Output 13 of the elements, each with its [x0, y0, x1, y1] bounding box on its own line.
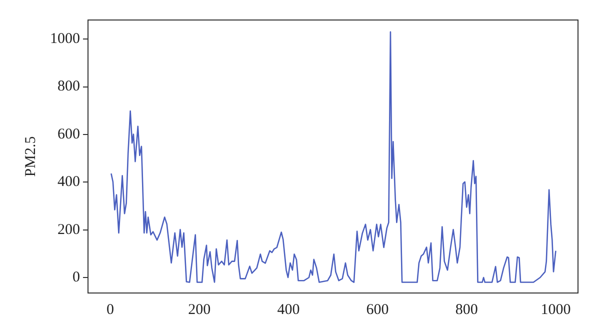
- x-tick-label: 0: [106, 302, 114, 318]
- y-tick-label: 1000: [50, 31, 80, 48]
- x-tick-label: 800: [455, 302, 478, 318]
- y-tick-label: 0: [72, 269, 80, 286]
- y-tick-label: 800: [58, 78, 80, 95]
- y-tick-label: 200: [58, 222, 80, 238]
- x-tick-label: 400: [277, 302, 300, 318]
- x-tick-label: 1000: [540, 302, 571, 318]
- y-tick-label: 600: [58, 126, 80, 142]
- y-axis-title: PM2.5: [22, 136, 39, 177]
- x-tick-label: 600: [366, 302, 389, 318]
- x-tick-label: 200: [188, 302, 211, 318]
- y-tick-label: 400: [58, 174, 80, 190]
